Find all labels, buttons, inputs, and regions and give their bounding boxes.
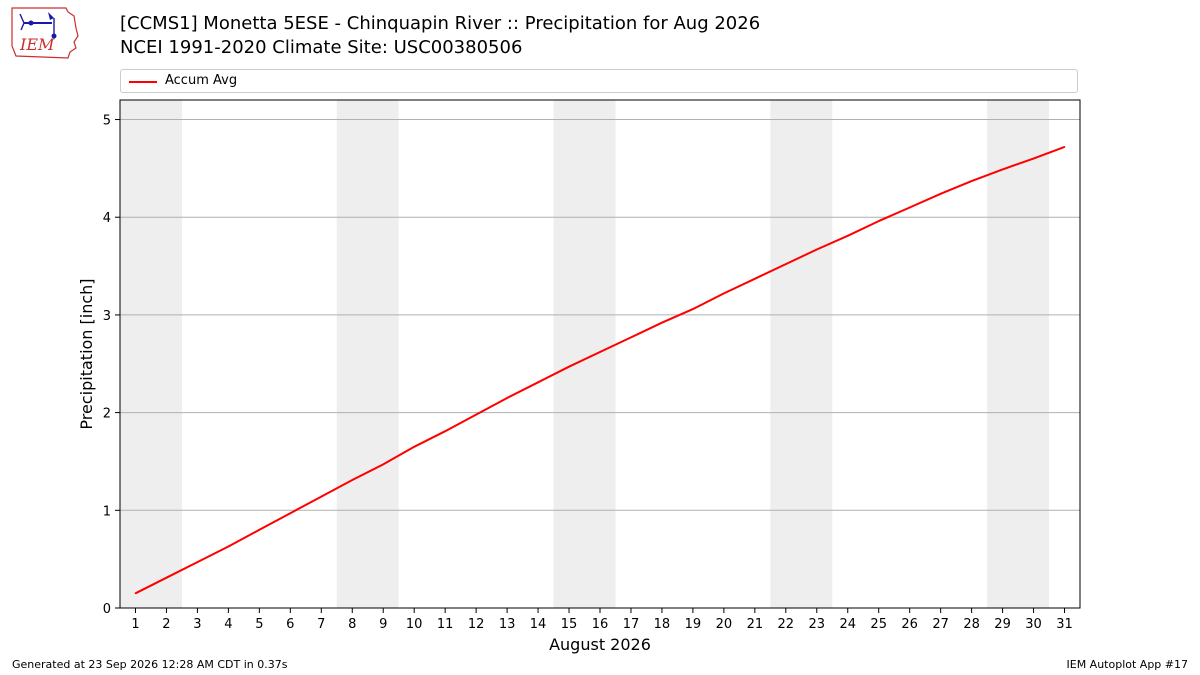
series-point-day-25 <box>877 220 880 222</box>
series-point-day-27 <box>939 192 942 195</box>
y-tick-label-1: 1 <box>103 504 111 519</box>
x-tick-label-24: 24 <box>839 617 856 632</box>
series-point-day-18 <box>661 321 663 324</box>
series-point-day-26 <box>908 206 911 209</box>
series-point-day-7 <box>320 495 323 498</box>
x-tick-label-23: 23 <box>809 617 826 632</box>
x-tick-label-15: 15 <box>561 617 578 632</box>
series-point-day-3 <box>196 561 199 563</box>
x-tick-label-3: 3 <box>193 617 201 632</box>
x-tick-label-8: 8 <box>348 617 356 632</box>
y-tick-label-4: 4 <box>103 211 111 226</box>
y-axis-label: Precipitation [inch] <box>77 278 96 429</box>
x-axis-label: August 2026 <box>549 635 651 654</box>
series-point-day-14 <box>537 381 539 384</box>
series-point-day-11 <box>444 430 446 432</box>
series-point-day-22 <box>785 263 787 265</box>
weekend-band-3 <box>553 100 616 608</box>
x-tick-label-20: 20 <box>716 617 733 632</box>
x-tick-label-1: 1 <box>131 617 139 632</box>
series-point-day-6 <box>289 512 292 515</box>
series-point-day-21 <box>754 277 756 280</box>
app-credit: IEM Autoplot App #17 <box>1066 658 1189 671</box>
iem-logo: IEM <box>8 6 82 60</box>
series-point-day-19 <box>692 308 694 310</box>
weekend-band-2 <box>336 100 399 608</box>
x-tick-label-21: 21 <box>747 617 764 632</box>
legend-label-accum-avg: Accum Avg <box>165 73 238 88</box>
chart-legend: Accum Avg <box>120 69 1078 93</box>
x-tick-label-30: 30 <box>1025 617 1042 632</box>
x-tick-label-26: 26 <box>901 617 918 632</box>
x-tick-label-25: 25 <box>870 617 887 632</box>
x-tick-label-10: 10 <box>406 617 423 632</box>
series-point-day-10 <box>413 446 415 448</box>
series-point-day-16 <box>599 351 601 353</box>
x-tick-label-16: 16 <box>592 617 609 632</box>
series-point-day-17 <box>630 336 632 339</box>
series-point-day-8 <box>351 479 354 481</box>
legend-swatch-accum-avg <box>129 81 157 83</box>
x-tick-label-12: 12 <box>468 617 485 632</box>
y-tick-label-5: 5 <box>103 114 111 129</box>
weekend-band-5 <box>987 100 1050 608</box>
x-tick-label-7: 7 <box>317 617 325 632</box>
series-point-day-12 <box>475 413 477 416</box>
x-tick-label-5: 5 <box>255 617 263 632</box>
x-tick-label-13: 13 <box>499 617 516 632</box>
series-point-day-31 <box>1063 146 1066 148</box>
chart-title: [CCMS1] Monetta 5ESE - Chinquapin River … <box>120 13 761 34</box>
series-point-day-23 <box>815 248 818 251</box>
series-point-day-4 <box>227 545 230 548</box>
x-tick-label-22: 22 <box>778 617 795 632</box>
x-tick-label-17: 17 <box>623 617 640 632</box>
x-tick-label-19: 19 <box>685 617 702 632</box>
y-tick-label-2: 2 <box>103 407 111 422</box>
series-point-day-2 <box>165 576 168 579</box>
series-point-day-28 <box>970 180 973 182</box>
series-point-day-13 <box>506 397 508 399</box>
x-tick-label-6: 6 <box>286 617 294 632</box>
weekend-band-4 <box>770 100 833 608</box>
series-point-day-15 <box>568 365 570 368</box>
x-tick-label-4: 4 <box>224 617 232 632</box>
series-point-day-20 <box>723 292 725 295</box>
x-tick-label-28: 28 <box>963 617 980 632</box>
generated-timestamp: Generated at 23 Sep 2026 12:28 AM CDT in… <box>12 658 288 671</box>
y-tick-label-3: 3 <box>103 309 111 324</box>
series-point-day-5 <box>258 529 261 531</box>
weekend-band-1 <box>120 100 182 608</box>
x-tick-label-2: 2 <box>162 617 170 632</box>
series-point-day-24 <box>846 234 849 237</box>
x-tick-label-18: 18 <box>654 617 671 632</box>
series-point-day-30 <box>1032 157 1035 160</box>
x-tick-label-11: 11 <box>437 617 454 632</box>
x-tick-label-31: 31 <box>1056 617 1073 632</box>
series-point-day-1 <box>134 592 137 595</box>
chart-subtitle: NCEI 1991-2020 Climate Site: USC00380506 <box>120 37 523 58</box>
y-tick-label-0: 0 <box>103 602 111 617</box>
x-tick-label-27: 27 <box>932 617 949 632</box>
x-tick-label-9: 9 <box>379 617 387 632</box>
x-tick-label-14: 14 <box>530 617 547 632</box>
x-tick-label-29: 29 <box>994 617 1011 632</box>
logo-text: IEM <box>19 35 55 54</box>
series-point-day-9 <box>382 463 385 466</box>
series-point-day-29 <box>1001 168 1004 171</box>
